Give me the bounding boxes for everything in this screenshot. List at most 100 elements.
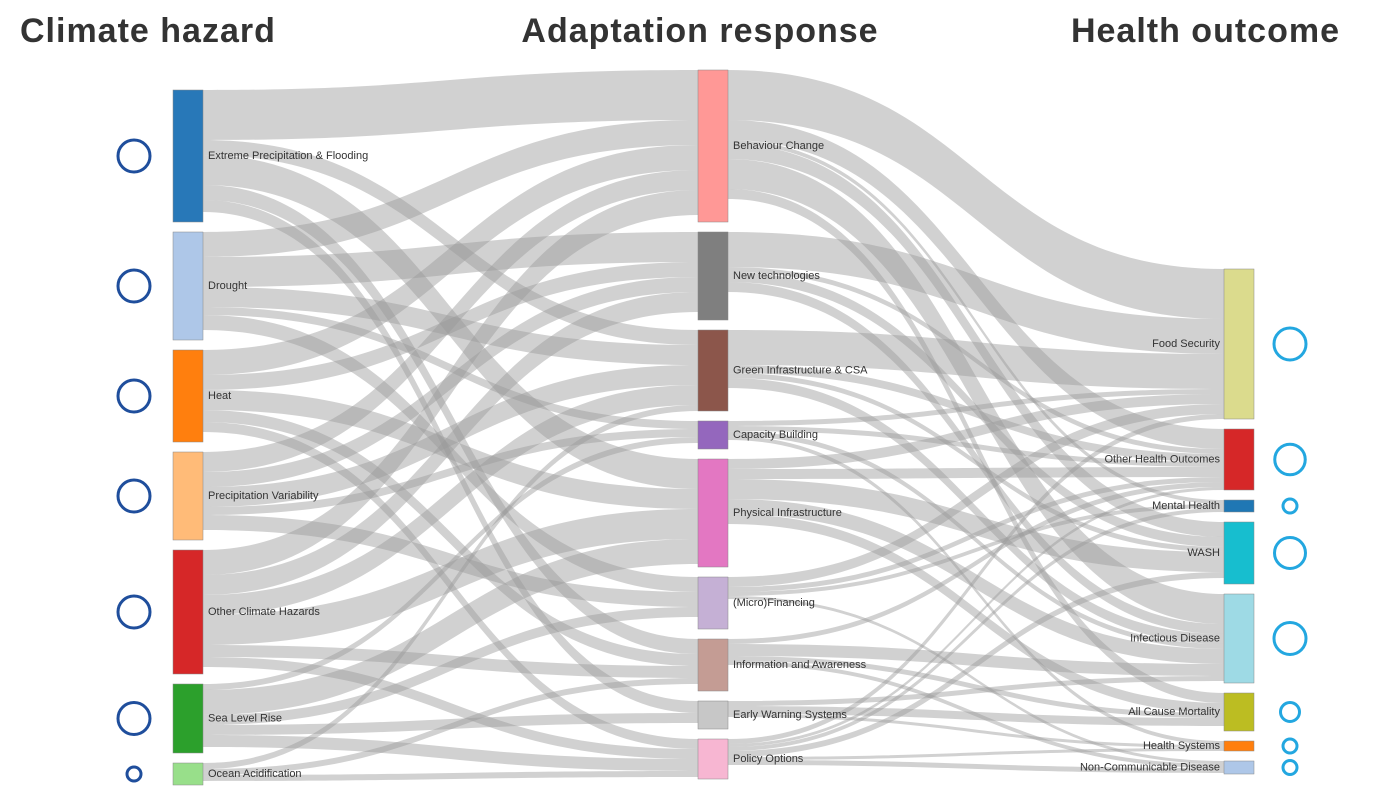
node <box>172 451 204 541</box>
link <box>203 232 698 287</box>
link <box>203 315 698 592</box>
icon <box>1281 497 1299 515</box>
link <box>728 436 1224 745</box>
link <box>728 572 1224 757</box>
link <box>728 389 1224 426</box>
node <box>1223 740 1255 752</box>
node <box>697 638 729 692</box>
link <box>203 735 698 771</box>
link <box>728 487 1224 747</box>
icon <box>125 765 143 783</box>
node <box>697 458 729 568</box>
link <box>728 644 1224 676</box>
node-label: New technologies <box>733 270 820 282</box>
link <box>203 365 698 507</box>
icon <box>116 138 152 174</box>
node <box>172 762 204 786</box>
link <box>728 714 1224 748</box>
node-label: Mental Health <box>1152 500 1220 512</box>
node <box>1223 268 1255 420</box>
link <box>203 410 698 666</box>
link <box>728 140 1224 504</box>
node-label: Policy Options <box>733 753 804 765</box>
link <box>728 272 1224 547</box>
node-label: (Micro)Financing <box>733 597 815 609</box>
link <box>728 656 1224 718</box>
nodes: Extreme Precipitation & Flooding Drought H… <box>116 69 1308 786</box>
icon <box>1273 442 1307 477</box>
icon <box>1281 737 1299 755</box>
link <box>203 515 698 607</box>
node <box>697 576 729 630</box>
link <box>203 120 698 257</box>
icon <box>116 701 152 736</box>
column-title: Climate hazard <box>20 12 276 50</box>
node <box>1223 692 1255 732</box>
node <box>697 420 729 450</box>
link <box>203 277 698 487</box>
link <box>728 661 1224 768</box>
node <box>172 89 204 223</box>
column-title: Adaptation response <box>521 12 878 50</box>
node <box>172 549 204 675</box>
node <box>697 738 729 780</box>
node-label: Precipitation Variability <box>208 490 319 502</box>
link <box>203 509 698 645</box>
node <box>697 69 729 223</box>
link <box>203 405 698 769</box>
link <box>728 365 1224 462</box>
link <box>728 394 1224 469</box>
link <box>203 539 698 715</box>
link <box>203 607 698 725</box>
node <box>1223 760 1255 775</box>
node <box>172 349 204 443</box>
node-label: Early Warning Systems <box>733 709 847 721</box>
icon <box>116 594 152 630</box>
link <box>728 499 1224 664</box>
node <box>1223 521 1255 585</box>
link <box>203 190 698 575</box>
node <box>172 683 204 754</box>
link <box>728 706 1224 726</box>
link <box>203 678 698 775</box>
link <box>728 404 1224 587</box>
node-label: Heat <box>208 390 231 402</box>
node <box>1223 593 1255 684</box>
link <box>728 414 1224 744</box>
node-label: Physical Infrastructure <box>733 507 842 519</box>
link <box>728 748 1224 760</box>
icon <box>1281 759 1299 776</box>
link <box>728 378 1224 644</box>
icon <box>116 268 152 304</box>
link <box>203 429 698 515</box>
link <box>203 390 698 509</box>
link <box>728 426 1224 467</box>
link <box>728 70 1224 319</box>
links <box>203 70 1224 781</box>
link <box>203 307 698 429</box>
node-label: Sea Level Rise <box>208 712 282 724</box>
link <box>203 70 698 140</box>
link <box>728 760 1224 773</box>
link <box>203 200 698 713</box>
link <box>728 482 1224 644</box>
link <box>728 159 1224 624</box>
node <box>172 231 204 341</box>
node-label: Non-Communicable Disease <box>1080 761 1220 773</box>
link <box>203 145 698 375</box>
link <box>728 477 1224 592</box>
node-label: Behaviour Change <box>733 140 824 152</box>
link <box>203 287 698 365</box>
link <box>728 189 1224 703</box>
link <box>203 292 698 595</box>
link <box>728 467 1224 479</box>
link <box>203 657 698 759</box>
node-label: Capacity Building <box>733 429 818 441</box>
node-label: Ocean Acidification <box>208 768 302 780</box>
node-label: All Cause Mortality <box>1128 706 1220 718</box>
node <box>697 329 729 412</box>
link <box>728 144 1224 537</box>
link <box>728 120 1224 449</box>
link <box>203 771 698 781</box>
